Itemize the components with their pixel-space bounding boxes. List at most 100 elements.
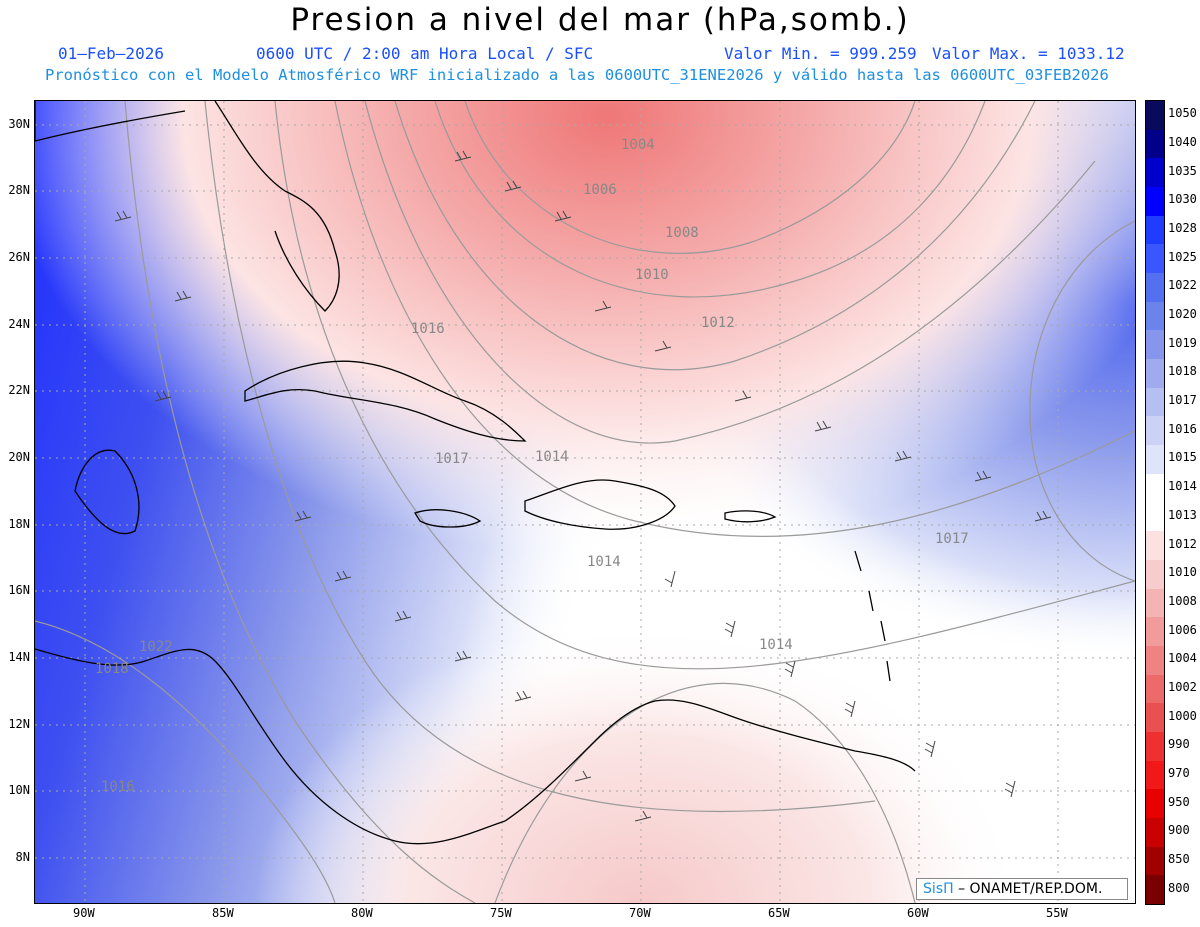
lon-label: 80W [351,906,373,920]
valor-min-label: Valor Min. = 999.259 [724,44,917,63]
lon-label: 90W [73,906,95,920]
pressure-map: 1004 1006 1008 1010 1012 1016 1017 1014 … [34,100,1136,904]
colorbar-level-label: 1015 [1168,450,1197,465]
colorbar-level-label: 1040 [1168,135,1197,150]
sispi-logo: SisΠ [923,881,954,897]
contour-label: 1014 [759,637,793,653]
colorbar-level-label: 1019 [1168,335,1197,350]
colorbar-level-label: 1004 [1168,651,1197,666]
wind-barbs [114,150,1052,822]
lat-label: 30N [8,117,30,131]
contour-label: 1016 [101,779,135,795]
isobar [494,682,916,903]
lon-label: 65W [768,906,790,920]
colorbar-cell [1146,273,1164,303]
colorbar-cell [1146,731,1164,762]
valor-max-label: Valor Max. = 1033.12 [932,44,1125,63]
lat-label: 14N [8,650,30,664]
lat-label: 28N [8,183,30,197]
date-label: 01–Feb–2026 [58,44,164,63]
time-label: 0600 UTC / 2:00 am Hora Local / SFC [256,44,594,63]
colorbar-level-label: 1025 [1168,249,1197,264]
lat-lon-grid [35,101,1135,903]
colorbar-cell [1146,416,1164,446]
contour-label: 1006 [583,182,617,198]
colorbar-cell [1146,301,1164,331]
gulf-coast [35,101,186,142]
credit-text: – ONAMET/REP.DOM. [958,881,1103,897]
south-america-coast [504,699,916,822]
colorbar-cell [1146,502,1164,532]
colorbar-level-label: 900 [1168,823,1190,838]
lat-label: 24N [8,317,30,331]
cuba-outline [244,360,527,442]
contour-label: 1012 [701,315,735,331]
colorbar-level-label: 1050 [1168,106,1197,121]
credit-box: SisΠ – ONAMET/REP.DOM. [916,878,1128,900]
map-title: Presion a nivel del mar (hPa,somb.) [290,2,910,38]
colorbar-cell [1146,531,1164,561]
isobar [274,101,1135,670]
contour-label: 1004 [621,137,655,153]
lon-label: 70W [629,906,651,920]
colorbar-level-label: 1017 [1168,393,1197,408]
colorbar-level-label: 970 [1168,765,1190,780]
colorbar-cell [1146,760,1164,790]
central-america-coast [35,648,506,845]
colorbar-cell [1146,387,1164,417]
lat-label: 20N [8,450,30,464]
lon-label: 75W [490,906,512,920]
colorbar-cell [1146,846,1164,876]
isobar [434,101,986,298]
colorbar-level-label: 950 [1168,794,1190,809]
pressure-colorbar [1145,100,1165,905]
colorbar-level-label: 800 [1168,880,1190,895]
isobar [204,101,876,813]
colorbar-cell [1146,215,1164,245]
colorbar-cell [1146,789,1164,819]
colorbar-cell [1146,359,1164,389]
colorbar-cell [1146,817,1164,848]
colorbar-level-label: 1000 [1168,708,1197,723]
colorbar-cell [1146,330,1164,360]
hispaniola-outline [524,479,676,530]
lat-label: 10N [8,783,30,797]
contour-label: 1008 [665,225,699,241]
lon-label: 55W [1046,906,1068,920]
lon-label: 60W [907,906,929,920]
isobar [394,101,1036,371]
isobar [124,101,476,903]
isobar [364,101,1096,444]
colorbar-cell [1146,101,1164,131]
contour-label: 1022 [139,639,173,655]
lat-label: 26N [8,250,30,264]
colorbar-cell [1146,445,1164,475]
colorbar-cell [1146,473,1164,503]
colorbar-level-label: 850 [1168,851,1190,866]
colorbar-level-label: 1030 [1168,192,1197,207]
colorbar-cell [1146,588,1164,618]
florida-coast [214,101,340,312]
colorbar-level-label: 1016 [1168,421,1197,436]
lon-label: 85W [212,906,234,920]
coastlines [35,101,916,845]
colorbar-level-label: 1002 [1168,679,1197,694]
isobar [334,101,1135,538]
lesser-antilles [854,550,891,682]
map-canvas: 1004 1006 1008 1010 1012 1016 1017 1014 … [35,101,1135,903]
isobar [1029,220,1135,582]
colorbar-level-label: 1006 [1168,622,1197,637]
contour-label: 1017 [435,451,469,467]
lat-label: 22N [8,383,30,397]
colorbar-level-label: 1012 [1168,536,1197,551]
colorbar-cell [1146,187,1164,217]
colorbar-cell [1146,875,1164,905]
colorbar-cell [1146,244,1164,274]
forecast-info: Pronóstico con el Modelo Atmosférico WRF… [45,66,1109,84]
contour-label: 1017 [935,531,969,547]
colorbar-level-label: 1028 [1168,221,1197,236]
colorbar-level-label: 1022 [1168,278,1197,293]
colorbar-cell [1146,158,1164,188]
colorbar-cell [1146,645,1164,676]
jamaica-outline [414,509,482,528]
